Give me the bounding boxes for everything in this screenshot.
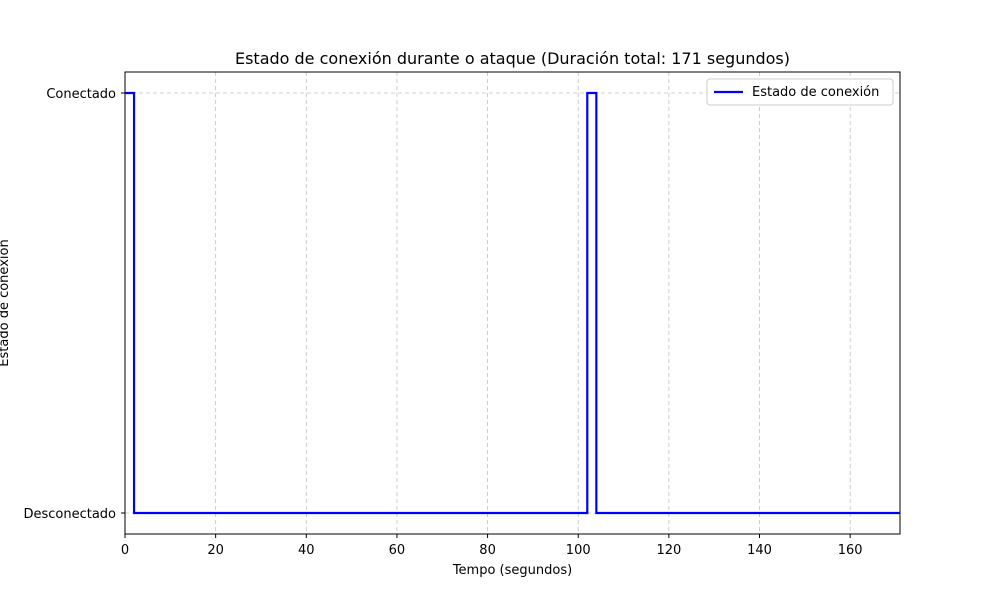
x-axis: 0 20 40 60 80 100 120 140 160 — [121, 534, 863, 558]
x-tick-label: 60 — [389, 543, 406, 558]
x-tick-label: 160 — [838, 543, 863, 558]
x-tick-label: 80 — [479, 543, 496, 558]
x-tick-label: 140 — [747, 543, 772, 558]
series-line-estado-de-conexion — [125, 91, 900, 515]
x-tick-label: 20 — [207, 543, 224, 558]
legend-box — [706, 78, 894, 106]
y-tick-label: Conectado — [46, 87, 116, 102]
y-tick-label: Desconectado — [23, 507, 116, 522]
x-tick-label: 40 — [298, 543, 315, 558]
legend-entry-label: Estado de conexión — [752, 85, 879, 100]
x-tick-label: 100 — [566, 543, 591, 558]
x-tick-label: 0 — [121, 543, 129, 558]
x-tick-label: 120 — [656, 543, 681, 558]
x-axis-label: Tempo (segundos) — [452, 563, 572, 578]
legend: Estado de conexión — [706, 78, 894, 106]
y-axis-label: Estado de conexión — [0, 239, 12, 366]
chart-title: Estado de conexión durante o ataque (Dur… — [235, 49, 790, 68]
y-axis: Desconectado Conectado — [23, 87, 125, 522]
plot-area — [124, 71, 901, 535]
